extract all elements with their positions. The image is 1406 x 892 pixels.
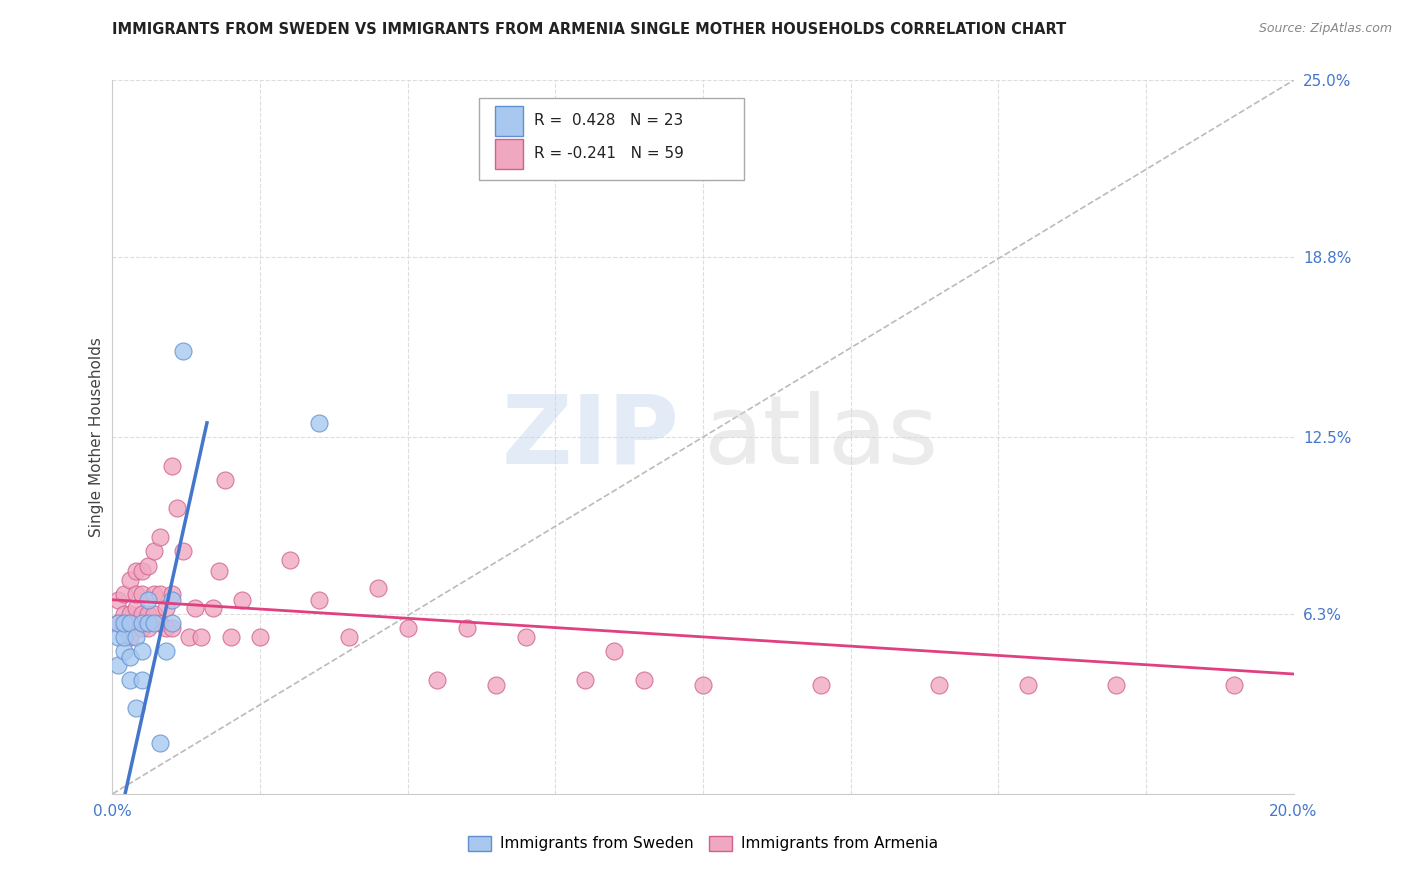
Point xyxy=(172,344,194,359)
Point xyxy=(131,673,153,687)
Point xyxy=(149,587,172,601)
Point xyxy=(142,607,165,621)
Point xyxy=(149,735,172,749)
Point xyxy=(125,564,148,578)
Text: R =  0.428   N = 23: R = 0.428 N = 23 xyxy=(534,113,683,128)
Point xyxy=(120,573,142,587)
Point xyxy=(160,587,183,601)
Point xyxy=(179,630,201,644)
Point xyxy=(136,615,159,630)
Point xyxy=(810,678,832,692)
Point xyxy=(120,673,142,687)
Point xyxy=(120,607,142,621)
Point xyxy=(1223,678,1246,692)
Point xyxy=(125,615,148,630)
Legend: Immigrants from Sweden, Immigrants from Armenia: Immigrants from Sweden, Immigrants from … xyxy=(461,830,945,857)
Text: IMMIGRANTS FROM SWEDEN VS IMMIGRANTS FROM ARMENIA SINGLE MOTHER HOUSEHOLDS CORRE: IMMIGRANTS FROM SWEDEN VS IMMIGRANTS FRO… xyxy=(112,22,1067,37)
Point xyxy=(149,530,172,544)
Text: Source: ZipAtlas.com: Source: ZipAtlas.com xyxy=(1258,22,1392,36)
Point xyxy=(928,678,950,692)
Point xyxy=(249,630,271,644)
Point xyxy=(131,615,153,630)
Text: ZIP: ZIP xyxy=(502,391,679,483)
Point xyxy=(125,701,148,715)
Point xyxy=(160,592,183,607)
Point xyxy=(485,678,508,692)
FancyBboxPatch shape xyxy=(478,98,744,180)
Point xyxy=(125,630,148,644)
Point xyxy=(278,553,301,567)
Point xyxy=(633,673,655,687)
Point xyxy=(574,673,596,687)
Point xyxy=(125,601,148,615)
Point xyxy=(201,601,224,615)
Point xyxy=(120,630,142,644)
Point xyxy=(214,473,236,487)
Point xyxy=(112,615,135,630)
Point xyxy=(396,621,419,635)
Point xyxy=(112,607,135,621)
Point xyxy=(131,587,153,601)
Text: R = -0.241   N = 59: R = -0.241 N = 59 xyxy=(534,146,683,161)
Point xyxy=(131,607,153,621)
Point xyxy=(120,649,142,664)
Point xyxy=(426,673,449,687)
Point xyxy=(692,678,714,692)
Point xyxy=(515,630,537,644)
Point xyxy=(112,621,135,635)
Point xyxy=(184,601,207,615)
Point xyxy=(112,630,135,644)
Point xyxy=(231,592,253,607)
Point xyxy=(337,630,360,644)
Point xyxy=(456,621,478,635)
Point xyxy=(142,587,165,601)
Point xyxy=(155,644,177,658)
Point xyxy=(107,658,129,673)
Point xyxy=(136,607,159,621)
Point xyxy=(208,564,231,578)
Point xyxy=(160,615,183,630)
Point xyxy=(142,544,165,558)
Point xyxy=(107,630,129,644)
Point xyxy=(136,621,159,635)
FancyBboxPatch shape xyxy=(495,139,523,169)
Point xyxy=(149,615,172,630)
Point xyxy=(155,601,177,615)
Point xyxy=(219,630,242,644)
Point xyxy=(107,615,129,630)
Point xyxy=(125,587,148,601)
Point xyxy=(603,644,626,658)
Point xyxy=(142,615,165,630)
Point xyxy=(107,592,129,607)
Point xyxy=(136,592,159,607)
Point xyxy=(120,615,142,630)
Point xyxy=(112,587,135,601)
Point xyxy=(136,558,159,573)
Point xyxy=(308,592,330,607)
Point xyxy=(190,630,212,644)
Point xyxy=(131,621,153,635)
Point xyxy=(166,501,188,516)
Point xyxy=(112,644,135,658)
Point xyxy=(172,544,194,558)
Point xyxy=(131,564,153,578)
Point xyxy=(1017,678,1039,692)
Point xyxy=(308,416,330,430)
Point xyxy=(131,644,153,658)
Point xyxy=(107,615,129,630)
Y-axis label: Single Mother Households: Single Mother Households xyxy=(89,337,104,537)
Point xyxy=(155,621,177,635)
Point xyxy=(367,582,389,596)
Point xyxy=(160,621,183,635)
Point xyxy=(160,458,183,473)
Point xyxy=(1105,678,1128,692)
Text: atlas: atlas xyxy=(703,391,938,483)
FancyBboxPatch shape xyxy=(495,106,523,136)
